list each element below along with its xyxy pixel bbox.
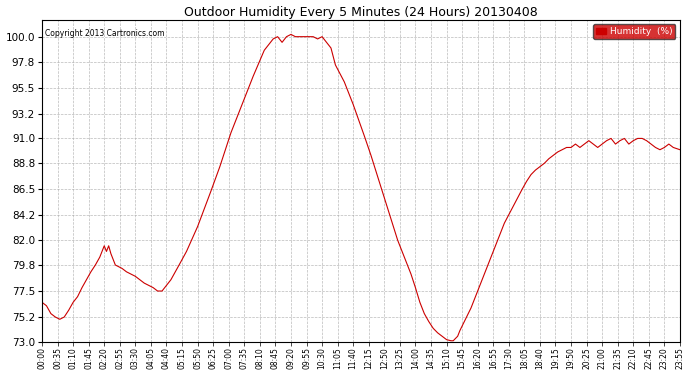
Legend: Humidity  (%): Humidity (%) (593, 24, 676, 39)
Title: Outdoor Humidity Every 5 Minutes (24 Hours) 20130408: Outdoor Humidity Every 5 Minutes (24 Hou… (184, 6, 538, 18)
Text: Copyright 2013 Cartronics.com: Copyright 2013 Cartronics.com (45, 29, 165, 38)
